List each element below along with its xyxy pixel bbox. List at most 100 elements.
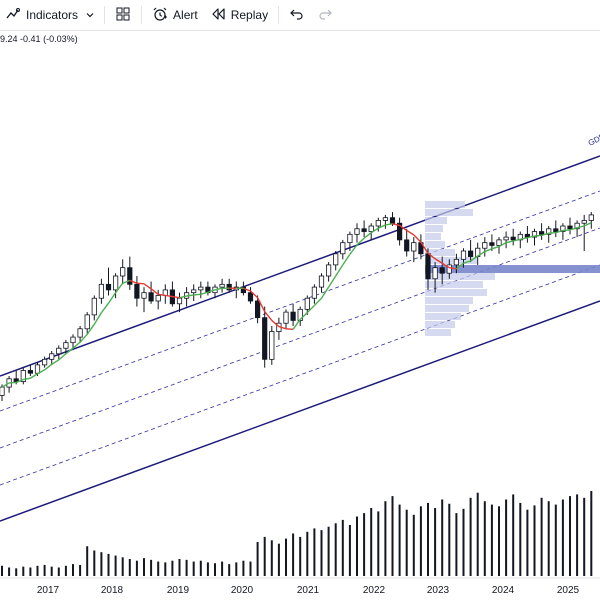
rewind-icon [210,6,226,25]
candle-up [581,220,587,224]
candle-up [340,242,346,255]
volume-bar [64,565,67,576]
candle-up [311,286,318,299]
candle-down [467,250,474,257]
volume-bar [391,496,394,576]
volume-bar [590,491,593,576]
moving-average-segment [172,295,180,299]
volume-bar [285,538,287,576]
volume-bar [540,497,543,576]
volume-bar [320,530,323,576]
undo-button[interactable] [283,0,311,30]
moving-average-segment [264,311,273,321]
price-chart[interactable]: 2017 2018 2019 2020 2021 2022 2023 2024 2025 GDP [0,31,600,600]
volume-profile-bar [425,321,455,328]
volume-bar [327,526,330,576]
moving-average-segment [186,294,194,297]
moving-average-segment [1,382,10,388]
volume-bar [8,567,11,576]
candle-up [503,236,509,241]
grid-layout-icon [115,6,131,25]
time-axis-label: 2025 [557,585,580,596]
replay-button[interactable]: Replay [204,0,274,30]
volume-bar [178,559,181,576]
alert-button[interactable]: Alert [146,0,204,30]
time-axis-label: 2024 [492,585,515,596]
moving-average-line [1,222,592,388]
replay-label: Replay [230,8,269,22]
candle-up [176,297,183,305]
moving-average-segment [320,286,330,299]
undo-icon [289,6,305,25]
candle-down [290,311,296,321]
moving-average-segment [548,231,556,234]
volume-bar [377,511,380,576]
volume-profile-bar [425,313,461,320]
volume-profile-bar [425,217,447,224]
volume-bar [192,561,195,576]
candle-up [531,231,538,238]
volume-bar [498,506,500,576]
volume-bar [121,557,124,576]
candle-up [453,258,460,266]
moving-average-segment [378,224,386,229]
moving-average-segment [243,287,251,292]
indicators-button[interactable]: Indicators [0,0,100,30]
candle-up [304,297,310,310]
volume-bar [36,565,39,576]
moving-average-segment [136,282,145,285]
time-axis-label: 2017 [37,585,60,596]
volume-bar [72,564,74,576]
volume-bar [150,559,153,576]
volume-profile-bar [425,201,465,208]
price-header: 9.24 -0.41 (-0.03%) [0,34,78,44]
volume-bar [554,504,557,576]
candle-up [411,242,417,252]
volume-bar [128,559,131,576]
time-axis-label: 2022 [363,585,386,596]
moving-average-segment [392,223,400,227]
candle-up [42,358,48,366]
moving-average-segment [498,242,507,248]
candle-up [325,264,332,277]
volume-profile-poc [425,269,600,273]
moving-average-segment [484,248,493,253]
volume-bar [221,561,224,576]
volume-bar [427,502,429,576]
candle-down [439,267,445,274]
candle-up [318,275,325,288]
candle-up [432,267,438,280]
moving-average-segment [107,292,117,304]
volume-bar [185,559,188,576]
candle-up [34,364,41,374]
candle-up [333,253,339,266]
candle-up [84,314,90,330]
volume-bar [412,514,415,576]
top-toolbar: Indicators Alert Replay [0,0,600,31]
price-change: -0.41 [20,34,41,44]
volume-profile-bar [425,257,477,264]
moving-average-segment [534,234,542,237]
moving-average-segment [370,227,379,234]
layouts-button[interactable] [109,0,137,30]
redo-button[interactable] [311,0,339,30]
toolbar-divider [278,6,280,24]
volume-bar [434,508,437,576]
moving-average-segment [328,275,337,288]
alarm-clock-icon [152,6,168,25]
volume-bar [263,536,266,576]
moving-average-segment [520,236,528,241]
moving-average-segment [214,287,223,291]
moving-average-segment [292,318,301,330]
volume-bar [370,508,373,576]
volume-bar [441,499,444,576]
moving-average-segment [115,282,124,294]
volume-bar [199,560,202,576]
volume-bar [100,552,103,576]
moving-average-segment [278,325,287,330]
volume-bar [135,560,138,576]
candle-down [567,225,573,230]
volume-bar [86,546,89,576]
volume-bar [356,516,358,576]
candle-up [546,228,552,235]
